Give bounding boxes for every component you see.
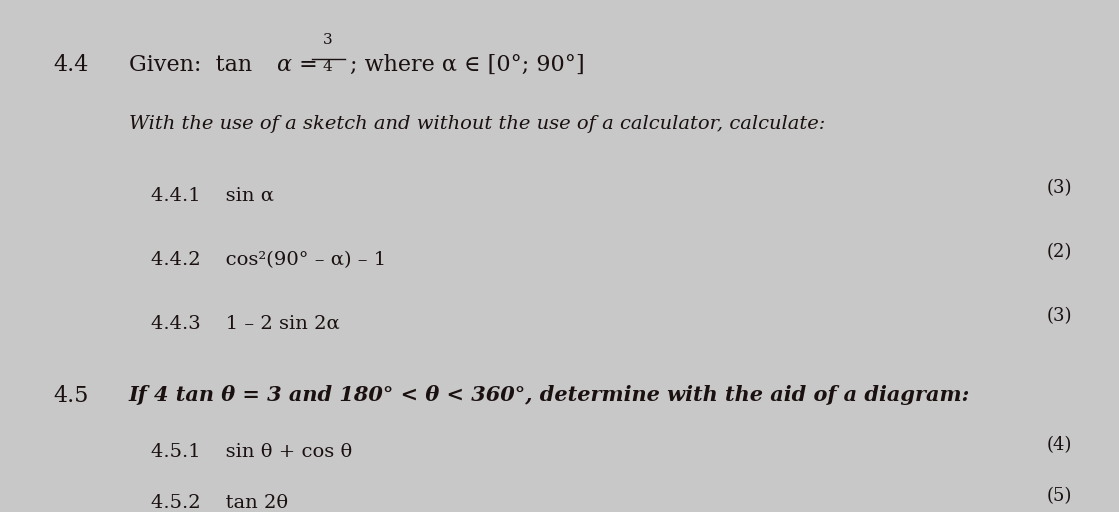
Text: 4.5.1    sin θ + cos θ: 4.5.1 sin θ + cos θ <box>151 443 352 461</box>
Text: (3): (3) <box>1046 307 1072 325</box>
Text: =: = <box>292 54 325 76</box>
Text: 4: 4 <box>323 60 332 74</box>
Text: Given:  tan: Given: tan <box>129 54 258 76</box>
Text: ; where α ∈ [0°; 90°]: ; where α ∈ [0°; 90°] <box>350 54 585 76</box>
Text: With the use of a sketch and without the use of a calculator, calculate:: With the use of a sketch and without the… <box>129 115 825 133</box>
Text: 4.4.2    cos²(90° – α) – 1: 4.4.2 cos²(90° – α) – 1 <box>151 251 386 269</box>
Text: 4.4.3    1 – 2 sin 2α: 4.4.3 1 – 2 sin 2α <box>151 315 340 333</box>
Text: 4.4.1    sin α: 4.4.1 sin α <box>151 187 274 205</box>
Text: 4.5.2    tan 2θ: 4.5.2 tan 2θ <box>151 494 289 512</box>
Text: α: α <box>276 54 291 76</box>
Text: (3): (3) <box>1046 179 1072 197</box>
Text: 3: 3 <box>323 33 332 47</box>
Text: If 4 tan θ = 3 and 180° < θ < 360°, determine with the aid of a diagram:: If 4 tan θ = 3 and 180° < θ < 360°, dete… <box>129 385 970 405</box>
Text: (4): (4) <box>1046 436 1072 454</box>
Text: (2): (2) <box>1046 243 1072 261</box>
Text: 4.5: 4.5 <box>54 385 90 407</box>
Text: (5): (5) <box>1046 487 1072 505</box>
Text: 4.4: 4.4 <box>54 54 90 76</box>
